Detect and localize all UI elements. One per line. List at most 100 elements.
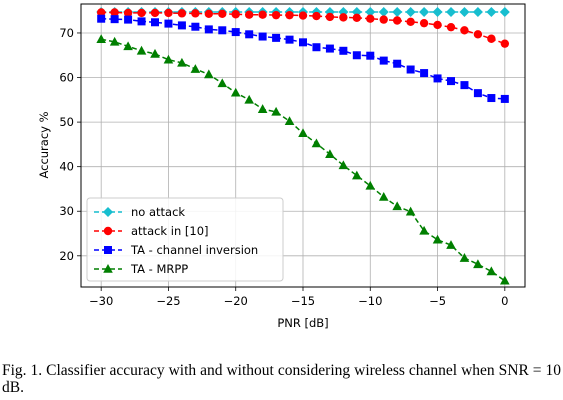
x-tick-label: −15 [291,294,315,308]
data-point [486,7,497,18]
y-tick-label: 20 [59,249,74,263]
data-point [392,201,402,211]
data-point [124,15,133,24]
data-point [163,54,174,64]
x-tick-label: 0 [501,294,508,308]
data-point [379,15,388,24]
accuracy-chart: −30 −25 −20 −15 −10 −5 0 20 30 40 50 60 70 PNR [dB]… [37,3,526,330]
data-point [285,35,294,44]
legend-item: TA - channel inversion [94,243,258,257]
data-point [231,28,240,37]
data-point [204,9,214,19]
x-tick-label: −25 [156,294,180,308]
data-point [257,104,268,113]
series-attack-in-10 [96,8,510,48]
y-tick-label: 70 [59,26,74,40]
data-point [272,33,281,42]
data-point [204,69,214,79]
data-point [432,7,443,18]
data-point [433,20,442,30]
data-point [164,8,173,18]
data-point [487,94,496,103]
data-point [459,253,470,262]
data-point [460,26,469,35]
data-point [96,34,106,44]
data-point [217,78,228,88]
x-tick-label: −5 [429,294,446,308]
data-point [487,34,496,43]
data-point [151,18,159,27]
data-point [419,7,430,18]
data-point [366,51,375,60]
x-tick-label: −30 [89,294,113,308]
data-point [459,7,470,18]
data-point [96,8,106,17]
data-point [244,10,254,19]
data-point [109,36,120,46]
y-tick-label: 40 [59,160,74,174]
legend-item: no attack [94,205,185,219]
data-point [486,266,497,276]
data-point [392,7,403,18]
data-point [325,44,334,53]
data-point [271,10,281,20]
data-point [500,94,509,103]
data-point [472,7,483,18]
data-point [218,9,227,19]
data-point [258,32,267,41]
data-point [379,56,388,65]
data-point [311,138,322,148]
data-point [164,19,173,28]
data-point [110,15,119,24]
data-point [244,94,254,104]
data-point [177,57,187,67]
data-point [432,234,443,244]
data-point [123,41,133,51]
data-point [393,59,402,68]
series-layer [96,7,510,285]
data-point [433,74,442,83]
legend: no attack attack in [10] TA - channel inve… [86,197,284,282]
legend-label: TA - MRPP [130,262,188,276]
legend-marker [103,226,113,236]
data-point [446,7,456,18]
legend-label: no attack [131,205,185,219]
data-point [136,45,147,55]
data-point [500,39,510,48]
series-ta-mrpp [96,34,510,285]
data-point [378,191,389,201]
data-point [258,10,267,19]
data-point [405,7,416,18]
data-point [500,275,510,285]
x-tick-label: −20 [224,294,248,308]
data-point [352,13,362,23]
data-point [446,240,456,249]
legend-marker [104,246,112,254]
y-tick-label: 30 [59,204,74,218]
data-point [150,48,160,58]
data-point [405,206,416,216]
legend-marker [103,264,113,273]
data-point [339,46,348,55]
data-point [137,17,146,26]
data-point [97,14,106,23]
data-point [137,8,146,18]
legend-label: attack in [10] [131,224,209,238]
legend-box [86,197,284,282]
series-ta-channel-inversion [97,14,509,103]
y-axis-ticks: 20 30 40 50 60 70 [59,26,81,263]
data-point [230,87,241,97]
legend-item: TA - MRPP [94,262,188,276]
x-axis-ticks: −30 −25 −20 −15 −10 −5 0 [89,287,508,308]
y-tick-label: 60 [59,71,74,85]
data-point [271,106,281,116]
data-point [352,170,362,180]
data-point [392,16,402,25]
data-point [420,69,429,78]
figure-caption: Fig. 1. Classifier accuracy with and wit… [2,362,561,396]
data-point [177,21,186,30]
data-point [298,128,308,138]
data-point [446,22,456,32]
data-point [499,7,510,18]
data-point [177,9,187,18]
